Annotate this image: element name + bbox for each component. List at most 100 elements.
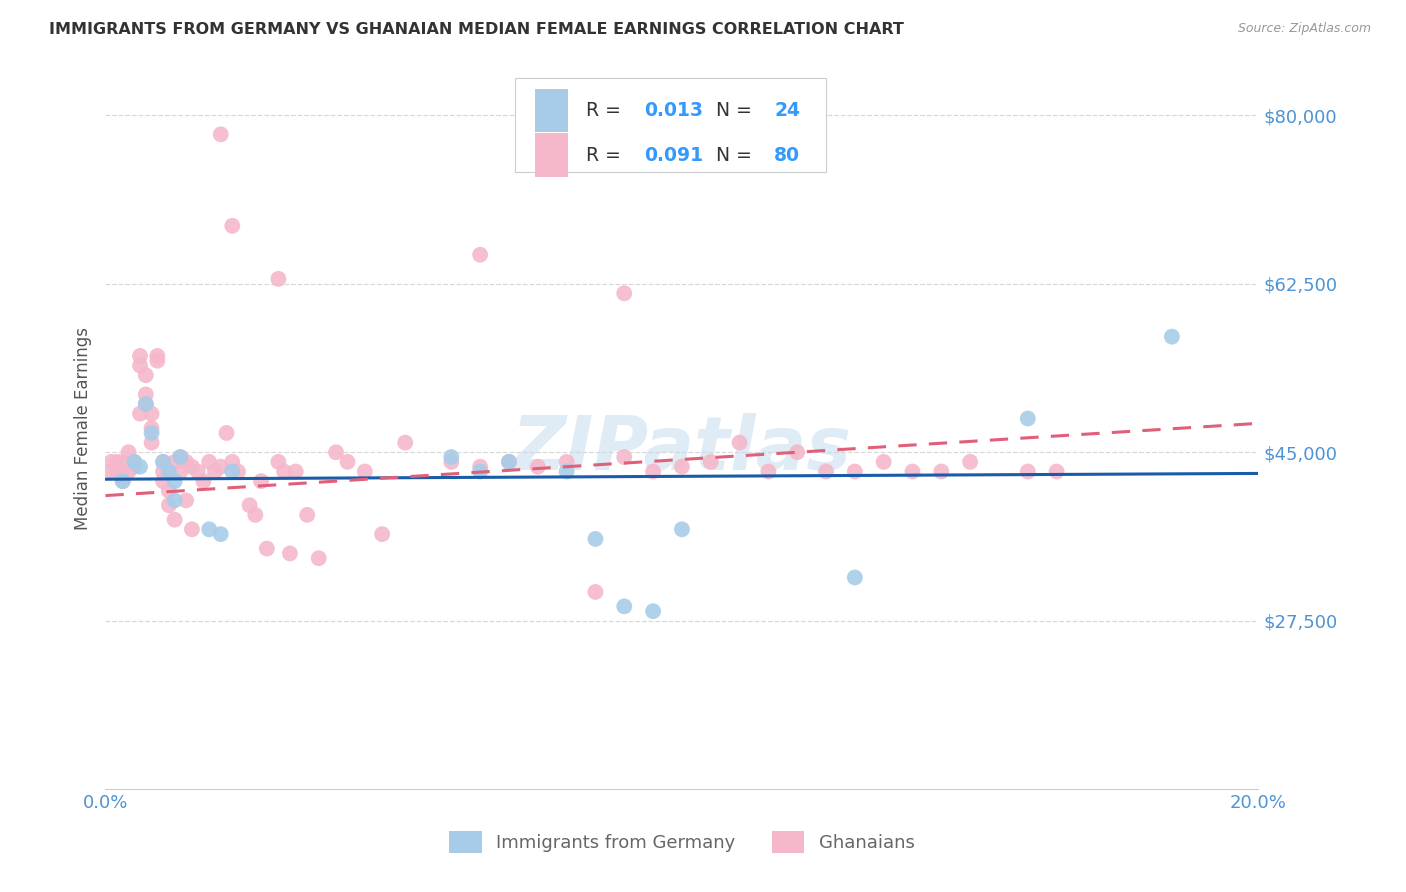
Point bbox=[174, 493, 197, 508]
Text: R =: R = bbox=[586, 101, 627, 120]
Point bbox=[671, 459, 693, 474]
Point bbox=[394, 435, 416, 450]
Point bbox=[643, 465, 665, 479]
Point bbox=[209, 527, 232, 541]
Text: 24: 24 bbox=[775, 101, 800, 120]
Point bbox=[1046, 465, 1069, 479]
Point bbox=[371, 527, 394, 541]
Point bbox=[124, 459, 146, 474]
Point bbox=[786, 445, 808, 459]
Point bbox=[555, 455, 578, 469]
Point bbox=[105, 465, 128, 479]
Point bbox=[555, 465, 578, 479]
Point bbox=[959, 455, 981, 469]
Point bbox=[141, 407, 163, 421]
Point bbox=[100, 465, 122, 479]
Point bbox=[146, 353, 169, 368]
Point bbox=[198, 455, 221, 469]
Point bbox=[129, 407, 152, 421]
Y-axis label: Median Female Earnings: Median Female Earnings bbox=[73, 326, 91, 530]
Point bbox=[221, 465, 243, 479]
Point bbox=[193, 474, 215, 488]
Point bbox=[758, 465, 780, 479]
Text: R =: R = bbox=[586, 145, 627, 164]
Point bbox=[163, 455, 186, 469]
Point bbox=[470, 248, 492, 262]
Point bbox=[1161, 329, 1184, 343]
Point bbox=[141, 421, 163, 435]
Point bbox=[700, 455, 723, 469]
Point bbox=[273, 465, 295, 479]
Point bbox=[671, 522, 693, 536]
Point bbox=[163, 474, 186, 488]
Point bbox=[180, 522, 204, 536]
Point bbox=[498, 455, 520, 469]
Text: N =: N = bbox=[717, 101, 758, 120]
Point bbox=[470, 465, 492, 479]
Point bbox=[931, 465, 953, 479]
Point bbox=[204, 465, 226, 479]
Point bbox=[180, 459, 204, 474]
Point bbox=[135, 368, 157, 383]
Point bbox=[815, 465, 838, 479]
Text: 0.091: 0.091 bbox=[644, 145, 703, 164]
Point bbox=[354, 465, 377, 479]
Point bbox=[163, 493, 186, 508]
Text: 80: 80 bbox=[775, 145, 800, 164]
Point bbox=[440, 450, 463, 464]
Point bbox=[613, 599, 636, 614]
Point bbox=[152, 474, 174, 488]
Point bbox=[157, 483, 180, 498]
Point bbox=[308, 551, 330, 566]
Point bbox=[470, 459, 492, 474]
Point bbox=[221, 455, 243, 469]
FancyBboxPatch shape bbox=[515, 78, 827, 171]
Point bbox=[585, 532, 607, 546]
Point bbox=[498, 455, 520, 469]
Point bbox=[129, 359, 152, 373]
Point bbox=[152, 455, 174, 469]
Text: Source: ZipAtlas.com: Source: ZipAtlas.com bbox=[1237, 22, 1371, 36]
Point bbox=[129, 459, 152, 474]
Point bbox=[129, 349, 152, 363]
Point bbox=[169, 450, 191, 464]
Point bbox=[728, 435, 751, 450]
Point bbox=[844, 465, 866, 479]
Point bbox=[169, 450, 191, 464]
Point bbox=[141, 435, 163, 450]
Point bbox=[1017, 465, 1039, 479]
FancyBboxPatch shape bbox=[536, 88, 568, 132]
Point bbox=[100, 455, 122, 469]
Point bbox=[613, 286, 636, 301]
Point bbox=[226, 465, 249, 479]
Point bbox=[209, 128, 232, 142]
Point bbox=[844, 570, 866, 584]
Point bbox=[141, 425, 163, 440]
Point bbox=[146, 349, 169, 363]
Point bbox=[111, 474, 134, 488]
Point bbox=[297, 508, 319, 522]
Point bbox=[174, 455, 197, 469]
Point bbox=[163, 513, 186, 527]
Point bbox=[152, 455, 174, 469]
Text: ZIPatlas: ZIPatlas bbox=[512, 413, 852, 486]
Legend: Immigrants from Germany, Ghanaians: Immigrants from Germany, Ghanaians bbox=[441, 823, 922, 860]
Point bbox=[187, 465, 209, 479]
Point bbox=[267, 455, 290, 469]
Point bbox=[1017, 411, 1039, 425]
Point bbox=[111, 474, 134, 488]
Point bbox=[157, 498, 180, 512]
Point bbox=[157, 465, 180, 479]
Point bbox=[157, 465, 180, 479]
Point bbox=[239, 498, 262, 512]
Point bbox=[613, 450, 636, 464]
Point bbox=[111, 455, 134, 469]
Point bbox=[256, 541, 278, 556]
Point bbox=[209, 459, 232, 474]
Point bbox=[135, 397, 157, 411]
Point bbox=[585, 585, 607, 599]
Point bbox=[105, 455, 128, 469]
Point bbox=[901, 465, 924, 479]
Text: 0.013: 0.013 bbox=[644, 101, 703, 120]
Point bbox=[117, 465, 139, 479]
